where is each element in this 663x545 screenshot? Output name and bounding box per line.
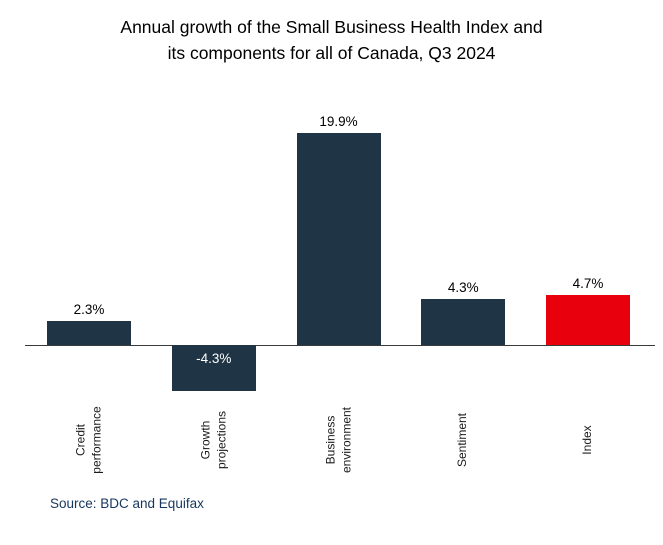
bar-business-environment: [296, 133, 381, 345]
category-label-cell: Business environment: [297, 392, 381, 487]
bar-group-growth-projections: -4.3%: [171, 110, 256, 392]
bars-row: 2.3% -4.3% 19.9% 4.3% 4.7%: [47, 110, 630, 392]
category-label-credit-performance: Credit performance: [73, 405, 103, 474]
bar-value-label: 4.7%: [572, 275, 604, 291]
bar-value-label: -4.3%: [196, 351, 232, 366]
category-label-cell: Sentiment: [421, 392, 505, 487]
bar-sentiment: [421, 299, 506, 345]
bar-credit-performance: [47, 320, 131, 345]
bar-growth-projections: [171, 345, 256, 391]
source-attribution: Source: BDC and Equifax: [50, 496, 204, 511]
category-label-cell: Index: [546, 392, 630, 487]
bar-group-business-environment: 19.9%: [296, 110, 381, 392]
bar-value-label: 2.3%: [73, 301, 105, 317]
chart-title-line1: Annual growth of the Small Business Heal…: [120, 17, 543, 37]
bar-group-credit-performance: 2.3%: [47, 110, 131, 392]
category-label-index: Index: [580, 424, 595, 455]
bar-value-label: 19.9%: [319, 114, 358, 130]
chart-title: Annual growth of the Small Business Heal…: [0, 14, 663, 66]
x-axis-baseline: [25, 345, 655, 346]
bar-value-label: 4.3%: [447, 280, 479, 296]
category-label-business-environment: Business environment: [322, 406, 353, 473]
bar-group-index: 4.7%: [546, 110, 630, 392]
category-label-sentiment: Sentiment: [455, 412, 470, 467]
bar-index: [546, 294, 630, 345]
bar-group-sentiment: 4.3%: [421, 110, 506, 392]
category-label-cell: Growth projections: [172, 392, 256, 487]
category-axis-labels: Credit performance Growth projections Bu…: [47, 392, 630, 487]
category-label-cell: Credit performance: [47, 392, 131, 487]
category-label-growth-projections: Growth projections: [198, 410, 228, 469]
chart-title-line2: its components for all of Canada, Q3 202…: [167, 43, 496, 63]
bar-chart-plot-area: 2.3% -4.3% 19.9% 4.3% 4.7%: [25, 110, 655, 392]
